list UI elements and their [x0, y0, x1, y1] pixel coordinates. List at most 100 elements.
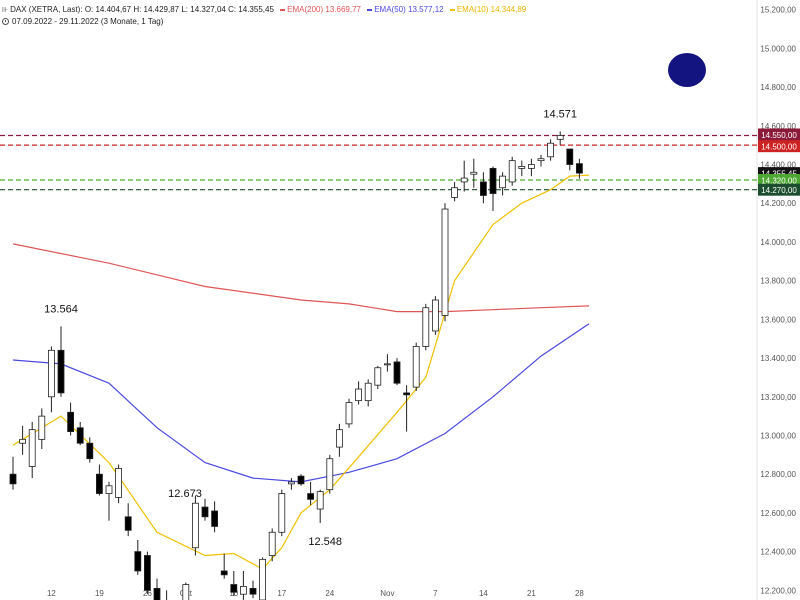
y-tick-label: 15.200,00 — [760, 6, 796, 15]
symbol-name: DAX (XETRA, Last) — [10, 5, 81, 14]
candle-body[interactable] — [345, 402, 353, 425]
price-annotation: 13.564 — [44, 303, 78, 315]
candle-body[interactable] — [489, 167, 497, 194]
candle-body[interactable] — [326, 458, 334, 491]
candle-body[interactable] — [86, 442, 94, 460]
candle-body[interactable] — [96, 473, 103, 494]
price-tag-14550: 14.550,00 — [761, 131, 797, 140]
ema10-value: 14.344,89 — [490, 5, 527, 14]
candle-body[interactable] — [508, 160, 516, 183]
candle-body[interactable] — [537, 158, 545, 162]
candle-body[interactable] — [412, 346, 420, 388]
candle-body[interactable] — [19, 438, 27, 444]
candle-body[interactable] — [316, 491, 324, 510]
marker-circle — [668, 53, 706, 87]
candle-body[interactable] — [220, 570, 228, 576]
ema200-swatch — [280, 8, 286, 11]
candle-body[interactable] — [211, 510, 219, 527]
price-tag-14270: 14.270,00 — [761, 186, 797, 195]
candle-body[interactable] — [297, 475, 305, 485]
candle-body[interactable] — [470, 171, 478, 175]
price-tag-14320-bg — [758, 174, 800, 186]
y-tick-label: 13.000,00 — [760, 431, 796, 440]
candle-body[interactable] — [374, 367, 382, 386]
candle-body[interactable] — [451, 187, 459, 198]
candle-body[interactable] — [153, 587, 161, 600]
candle-body[interactable] — [230, 584, 238, 593]
candle-body[interactable] — [67, 411, 74, 433]
ema200-label: EMA(200) — [287, 5, 324, 14]
period-note: (3 Monate, 1 Tag) — [100, 17, 164, 26]
candle-body[interactable] — [576, 163, 583, 174]
y-tick-label: 15.000,00 — [760, 44, 796, 53]
y-tick-label: 14.000,00 — [760, 238, 796, 247]
candle-body[interactable] — [268, 531, 276, 556]
candle-body[interactable] — [403, 392, 411, 396]
ema10-label: EMA(10) — [456, 5, 489, 14]
candle-body[interactable] — [201, 506, 209, 518]
y-tick-label: 13.600,00 — [760, 315, 796, 324]
candle-body[interactable] — [441, 208, 449, 316]
y-tick-label: 12.600,00 — [760, 509, 796, 518]
candle-body[interactable] — [191, 502, 199, 549]
price-annotation: 12.673 — [168, 488, 202, 500]
candle-body[interactable] — [249, 587, 257, 595]
y-tick-label: 14.200,00 — [760, 199, 796, 208]
candle-body[interactable] — [9, 473, 17, 485]
candle-body[interactable] — [383, 363, 391, 366]
candle-body[interactable] — [182, 584, 190, 600]
candle-body[interactable] — [499, 175, 507, 189]
candle-body[interactable] — [422, 307, 430, 347]
candle-body[interactable] — [76, 427, 84, 444]
candle-body[interactable] — [143, 555, 151, 591]
y-tick-label: 12.200,00 — [760, 586, 796, 595]
candle-body[interactable] — [48, 349, 55, 398]
ema50-swatch — [367, 8, 373, 11]
candle-body[interactable] — [57, 349, 65, 394]
ema50-line — [12, 323, 590, 483]
candle-body[interactable] — [566, 148, 574, 165]
candle-body[interactable] — [287, 481, 295, 485]
chart-legend: ⊪ DAX (XETRA, Last): O: 14.404,67 H: 14.4… — [2, 4, 526, 28]
candle-body[interactable] — [528, 164, 535, 169]
candle-body[interactable] — [134, 551, 142, 572]
candle-body[interactable] — [431, 299, 439, 332]
x-tick-label: 28 — [575, 589, 584, 598]
ema50-label: EMA(50) — [374, 5, 406, 14]
candle-body[interactable] — [460, 177, 468, 183]
candle-body[interactable] — [259, 558, 267, 600]
candlestick-icon: ⊪ — [2, 7, 9, 14]
candle-body[interactable] — [355, 388, 363, 402]
x-tick-label: 14 — [479, 589, 488, 598]
candle-body[interactable] — [307, 493, 315, 500]
y-tick-label: 13.200,00 — [760, 393, 796, 402]
price-tag-14320: 14.320,00 — [761, 177, 797, 186]
candle-body[interactable] — [105, 485, 113, 494]
candle-body[interactable] — [38, 415, 46, 440]
price-tag-14500-bg — [758, 140, 800, 153]
x-tick-label: 7 — [433, 589, 438, 598]
candle-body[interactable] — [278, 493, 286, 533]
candle-body[interactable] — [335, 429, 343, 448]
price-tag-14270-bg — [758, 183, 800, 196]
candle-body[interactable] — [393, 361, 401, 384]
candle-body[interactable] — [239, 586, 247, 595]
candle-body[interactable] — [479, 181, 487, 196]
candle-body[interactable] — [28, 429, 36, 467]
x-tick-label: 24 — [325, 589, 334, 598]
y-tick-label: 14.600,00 — [760, 122, 796, 131]
legend-row-period: 07.09.2022 - 29.11.2022 (3 Monate, 1 Tag… — [2, 16, 526, 28]
candle-body[interactable] — [115, 467, 122, 498]
ohlc-low: L: 14.327,04 — [181, 5, 226, 14]
ohlc-open: O: 14.404,67 — [84, 5, 132, 14]
ema10-line — [12, 174, 590, 570]
candle-body[interactable] — [518, 166, 526, 169]
candle-body[interactable] — [547, 142, 554, 158]
price-tag-14500: 14.500,00 — [761, 143, 797, 152]
candle-body[interactable] — [556, 135, 564, 140]
candle-body[interactable] — [364, 382, 372, 402]
y-tick-label: 12.800,00 — [760, 470, 796, 479]
clock-icon — [2, 18, 9, 26]
candle-body[interactable] — [124, 516, 132, 531]
